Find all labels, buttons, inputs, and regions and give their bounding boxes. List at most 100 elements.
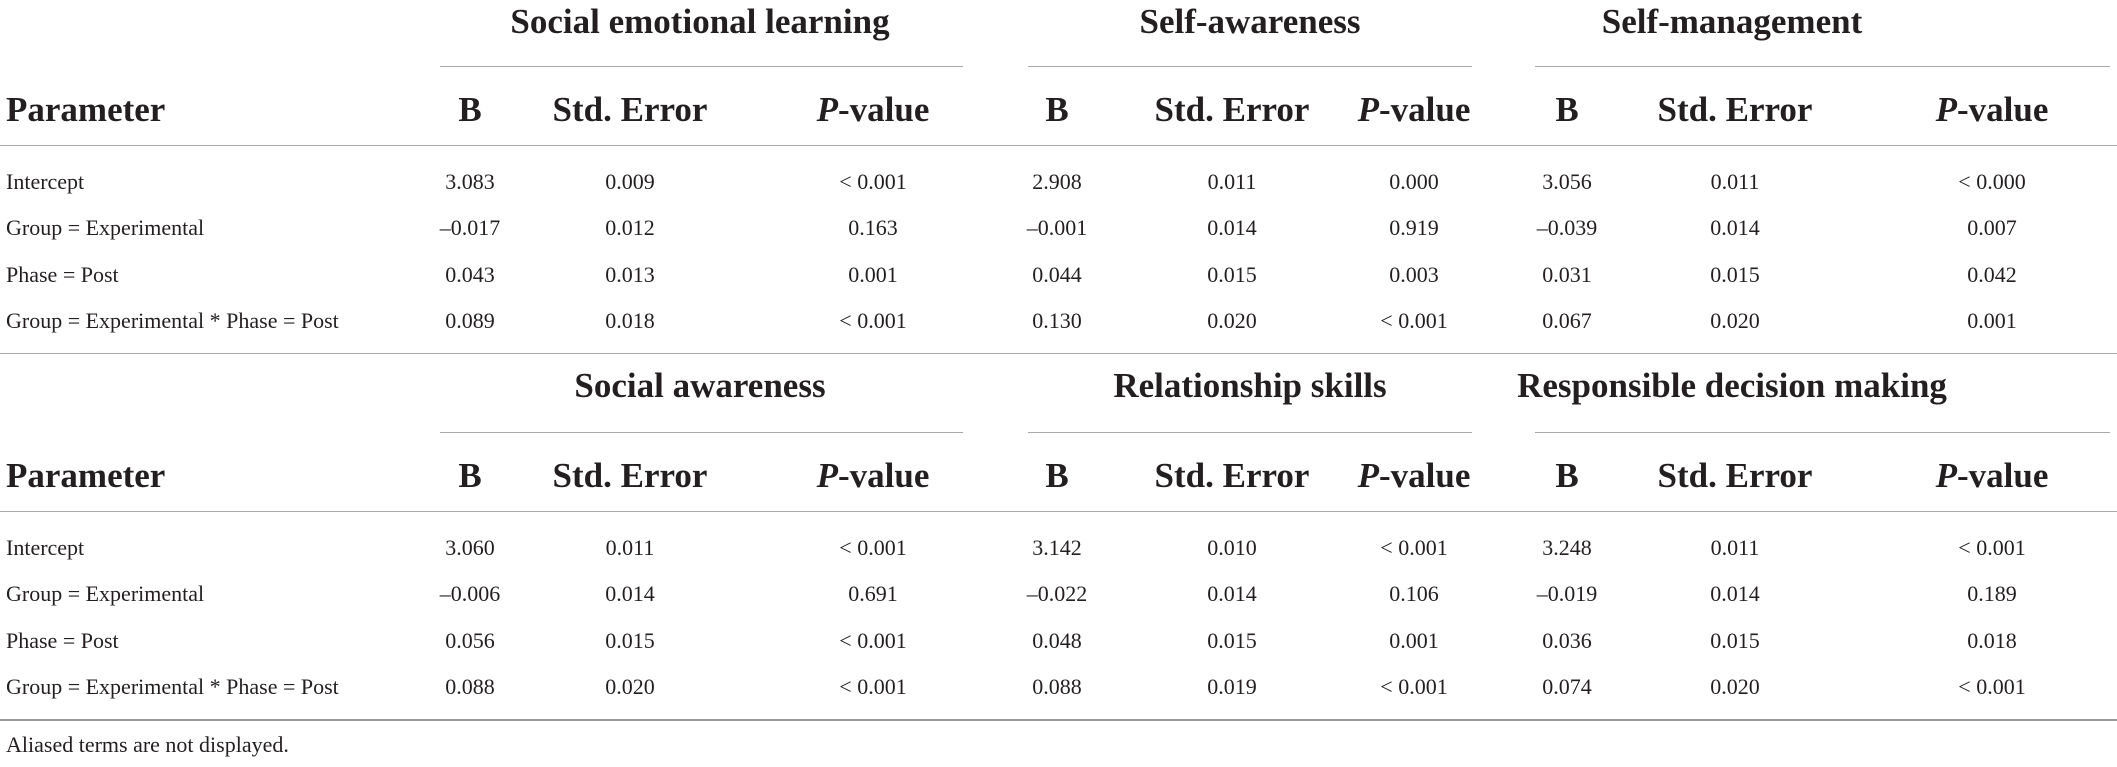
cell-std-error: 0.011 [1207, 169, 1257, 194]
row-label: Group = Experimental [6, 215, 205, 240]
cell-b: 2.908 [1032, 169, 1082, 194]
cell-b: 0.074 [1542, 674, 1592, 699]
panel-bottom-rule [0, 719, 2117, 721]
p-value-suffix: -value [1379, 90, 1471, 129]
parameter-header: Parameter [6, 90, 166, 129]
column-header-p-value: P-value [1358, 90, 1471, 130]
cell-b: –0.019 [1536, 581, 1598, 606]
cell-std-error: 0.013 [605, 262, 655, 287]
cell-b: 0.048 [1032, 628, 1082, 653]
cell-b: 0.130 [1032, 308, 1082, 333]
cell-std-error: 0.014 [1710, 215, 1760, 240]
cell-p-value: 0.919 [1389, 215, 1439, 240]
p-value-suffix: -value [838, 90, 930, 129]
cell-std-error: 0.019 [1207, 674, 1257, 699]
group-title: Self-awareness [1139, 2, 1361, 41]
column-header-b: B [1555, 90, 1579, 129]
cell-std-error: 0.014 [605, 581, 655, 606]
column-header-b: B [1555, 456, 1579, 495]
cell-b: 3.142 [1032, 535, 1082, 560]
cell-std-error: 0.014 [1207, 215, 1257, 240]
cell-b: 0.043 [445, 262, 495, 287]
group-title: Social awareness [574, 366, 826, 405]
cell-b: 0.088 [445, 674, 495, 699]
cell-p-value: 0.003 [1389, 262, 1439, 287]
cell-std-error: 0.011 [1710, 169, 1760, 194]
column-header-p-value: P-value [1936, 456, 2049, 496]
group-underline [1028, 432, 1472, 433]
group-title: Social emotional learning [510, 2, 890, 41]
cell-std-error: 0.012 [605, 215, 655, 240]
column-header-std-error: Std. Error [552, 90, 708, 129]
column-header-std-error: Std. Error [1154, 90, 1310, 129]
cell-p-value: < 0.001 [839, 674, 907, 699]
cell-std-error: 0.011 [1710, 535, 1760, 560]
row-label: Intercept [6, 169, 85, 194]
cell-std-error: 0.015 [1710, 628, 1760, 653]
p-value-suffix: -value [1957, 456, 2049, 495]
cell-p-value: 0.106 [1389, 581, 1439, 606]
cell-std-error: 0.015 [1207, 628, 1257, 653]
group-underline [1535, 432, 2110, 433]
row-label: Phase = Post [6, 262, 119, 287]
cell-b: 3.248 [1542, 535, 1592, 560]
p-letter: P [1935, 90, 1957, 129]
cell-p-value: 0.691 [848, 581, 898, 606]
cell-b: –0.022 [1026, 581, 1088, 606]
row-label: Group = Experimental * Phase = Post [6, 674, 339, 699]
column-header-b: B [1045, 456, 1069, 495]
column-header-std-error: Std. Error [1657, 90, 1813, 129]
cell-std-error: 0.015 [1207, 262, 1257, 287]
group-underline [440, 432, 963, 433]
cell-std-error: 0.020 [1710, 308, 1760, 333]
cell-p-value: < 0.001 [1380, 674, 1448, 699]
column-header-std-error: Std. Error [552, 456, 708, 495]
column-header-p-value: P-value [1358, 456, 1471, 496]
cell-b: –0.017 [439, 215, 501, 240]
p-value-suffix: -value [1957, 90, 2049, 129]
cell-b: 3.083 [445, 169, 495, 194]
cell-b: 0.089 [445, 308, 495, 333]
cell-p-value: < 0.001 [839, 628, 907, 653]
cell-p-value: < 0.001 [1958, 535, 2026, 560]
row-label: Group = Experimental * Phase = Post [6, 308, 339, 333]
p-letter: P [816, 90, 838, 129]
cell-p-value: 0.189 [1967, 581, 2017, 606]
cell-p-value: 0.001 [1389, 628, 1439, 653]
cell-std-error: 0.014 [1207, 581, 1257, 606]
parameter-header: Parameter [6, 456, 166, 495]
column-header-std-error: Std. Error [1657, 456, 1813, 495]
header-rule [0, 145, 2117, 146]
column-header-p-value: P-value [1936, 90, 2049, 130]
cell-std-error: 0.010 [1207, 535, 1257, 560]
cell-std-error: 0.020 [1207, 308, 1257, 333]
cell-b: 0.036 [1542, 628, 1592, 653]
group-underline [440, 66, 963, 67]
cell-p-value: < 0.001 [1380, 535, 1448, 560]
cell-p-value: 0.001 [848, 262, 898, 287]
group-title: Relationship skills [1113, 366, 1387, 405]
row-label: Phase = Post [6, 628, 119, 653]
cell-std-error: 0.020 [1710, 674, 1760, 699]
cell-std-error: 0.009 [605, 169, 655, 194]
cell-b: 0.056 [445, 628, 495, 653]
cell-std-error: 0.015 [605, 628, 655, 653]
p-letter: P [1357, 90, 1379, 129]
cell-p-value: < 0.001 [1958, 674, 2026, 699]
cell-std-error: 0.015 [1710, 262, 1760, 287]
column-header-std-error: Std. Error [1154, 456, 1310, 495]
group-underline [1028, 66, 1472, 67]
cell-b: 0.031 [1542, 262, 1592, 287]
cell-p-value: < 0.001 [839, 535, 907, 560]
cell-p-value: 0.042 [1967, 262, 2017, 287]
group-underline [1535, 66, 2110, 67]
column-header-b: B [458, 90, 482, 129]
cell-std-error: 0.018 [605, 308, 655, 333]
cell-b: 0.067 [1542, 308, 1592, 333]
cell-b: 3.056 [1542, 169, 1592, 194]
group-title: Responsible decision making [1517, 366, 1947, 405]
column-header-b: B [1045, 90, 1069, 129]
panel-bottom-rule [0, 353, 2117, 354]
column-header-p-value: P-value [817, 90, 930, 130]
cell-b: –0.006 [439, 581, 501, 606]
